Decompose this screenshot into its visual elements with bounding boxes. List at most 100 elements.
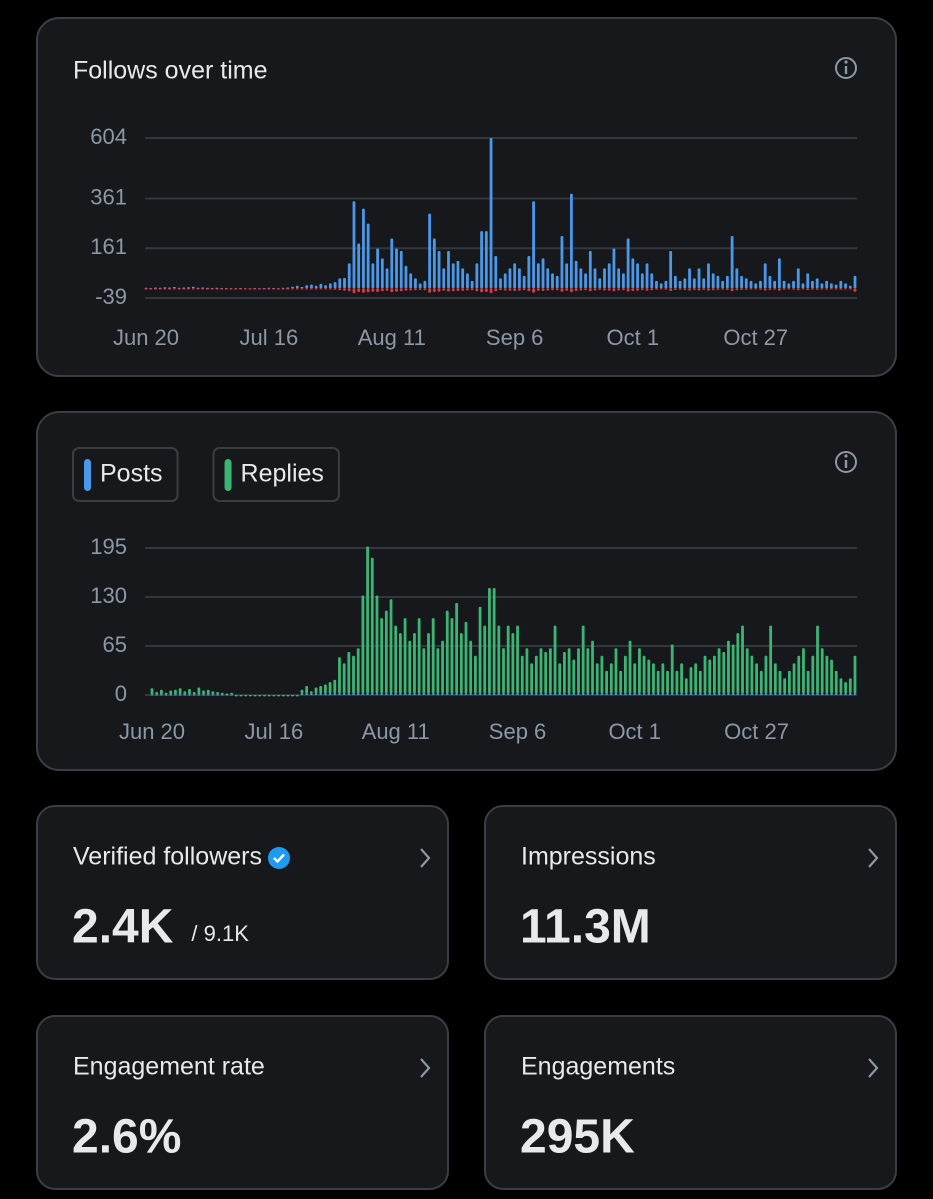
bar — [455, 603, 459, 694]
bar — [489, 288, 493, 294]
bar — [333, 288, 337, 290]
bar — [347, 263, 351, 289]
bar — [253, 695, 257, 697]
bar — [603, 268, 606, 289]
bar — [577, 648, 580, 694]
bar — [389, 599, 393, 694]
bar — [422, 693, 426, 695]
bar — [150, 694, 154, 696]
bar — [834, 693, 838, 695]
bar — [609, 663, 613, 694]
bar — [839, 693, 843, 695]
bar — [389, 693, 393, 695]
bar — [418, 283, 422, 289]
bar — [806, 693, 810, 695]
card-bg — [484, 805, 897, 980]
bar — [628, 693, 632, 695]
stat-card[interactable]: Engagement rate 2.6% — [36, 1015, 449, 1190]
card-value: 2.6% — [72, 1111, 181, 1164]
bar — [191, 286, 195, 289]
bar — [652, 663, 655, 694]
bar — [801, 283, 805, 289]
bar — [664, 280, 668, 289]
bar — [243, 288, 247, 290]
bar — [338, 657, 341, 694]
card-label: Engagement rate — [73, 1053, 265, 1081]
bar — [721, 288, 725, 290]
bar — [520, 693, 524, 695]
bar — [750, 655, 754, 694]
bar — [558, 663, 562, 694]
bar — [224, 288, 228, 290]
bar — [844, 288, 847, 290]
bar — [607, 288, 611, 291]
bar — [291, 695, 294, 697]
bar — [492, 693, 496, 695]
bar — [670, 644, 674, 694]
bar — [518, 268, 521, 289]
card-value: 2.4K — [72, 901, 174, 954]
bar — [475, 288, 479, 292]
bar — [664, 288, 668, 290]
bar — [319, 288, 323, 290]
stat-card[interactable]: Verified followers 2.4K / 9.1K — [36, 805, 449, 980]
bar — [722, 652, 726, 694]
bar — [678, 280, 682, 289]
stat-card[interactable]: Engagements 295K — [484, 1015, 897, 1190]
bar — [659, 283, 663, 289]
bar — [539, 648, 543, 694]
bar — [376, 248, 380, 289]
legend-item[interactable]: Posts — [72, 447, 179, 502]
bar — [792, 693, 796, 695]
legend-item[interactable]: Replies — [212, 447, 340, 502]
card-label: Impressions — [521, 843, 656, 871]
bar — [829, 288, 833, 290]
bar — [820, 648, 824, 694]
bar — [431, 693, 435, 695]
bar — [211, 691, 215, 695]
bar — [853, 275, 857, 289]
bar — [357, 243, 361, 289]
bar — [518, 288, 521, 291]
bar — [787, 288, 791, 290]
info-icon[interactable] — [835, 451, 857, 473]
bar — [725, 288, 729, 291]
bar — [655, 288, 658, 290]
bar — [642, 693, 646, 695]
stat-card[interactable]: Impressions 11.3M — [484, 805, 897, 980]
bar — [534, 693, 538, 695]
bar — [414, 288, 417, 291]
bar — [286, 288, 290, 290]
bar — [461, 288, 465, 291]
info-icon[interactable] — [835, 57, 857, 79]
bar — [598, 288, 602, 291]
bar — [717, 693, 721, 695]
bar — [182, 288, 186, 290]
bar — [759, 693, 763, 695]
bar — [567, 693, 571, 695]
bar — [740, 275, 743, 289]
bar — [548, 693, 552, 695]
bar — [778, 693, 782, 695]
bar — [192, 691, 196, 695]
bar — [305, 288, 309, 290]
bar — [239, 288, 242, 290]
bar — [442, 268, 446, 289]
chevron — [868, 1058, 879, 1078]
bar — [750, 693, 754, 695]
bar — [328, 693, 332, 695]
bar — [551, 288, 554, 291]
bar — [210, 288, 214, 290]
bar — [815, 288, 819, 290]
bar — [626, 238, 630, 289]
bar — [164, 692, 168, 695]
bar — [466, 288, 469, 291]
bar — [169, 694, 173, 696]
bar — [470, 280, 474, 289]
bar — [553, 625, 557, 694]
bar — [513, 263, 517, 289]
bar — [216, 691, 220, 695]
bar — [484, 288, 488, 293]
bar — [506, 693, 510, 695]
bar — [815, 278, 819, 289]
